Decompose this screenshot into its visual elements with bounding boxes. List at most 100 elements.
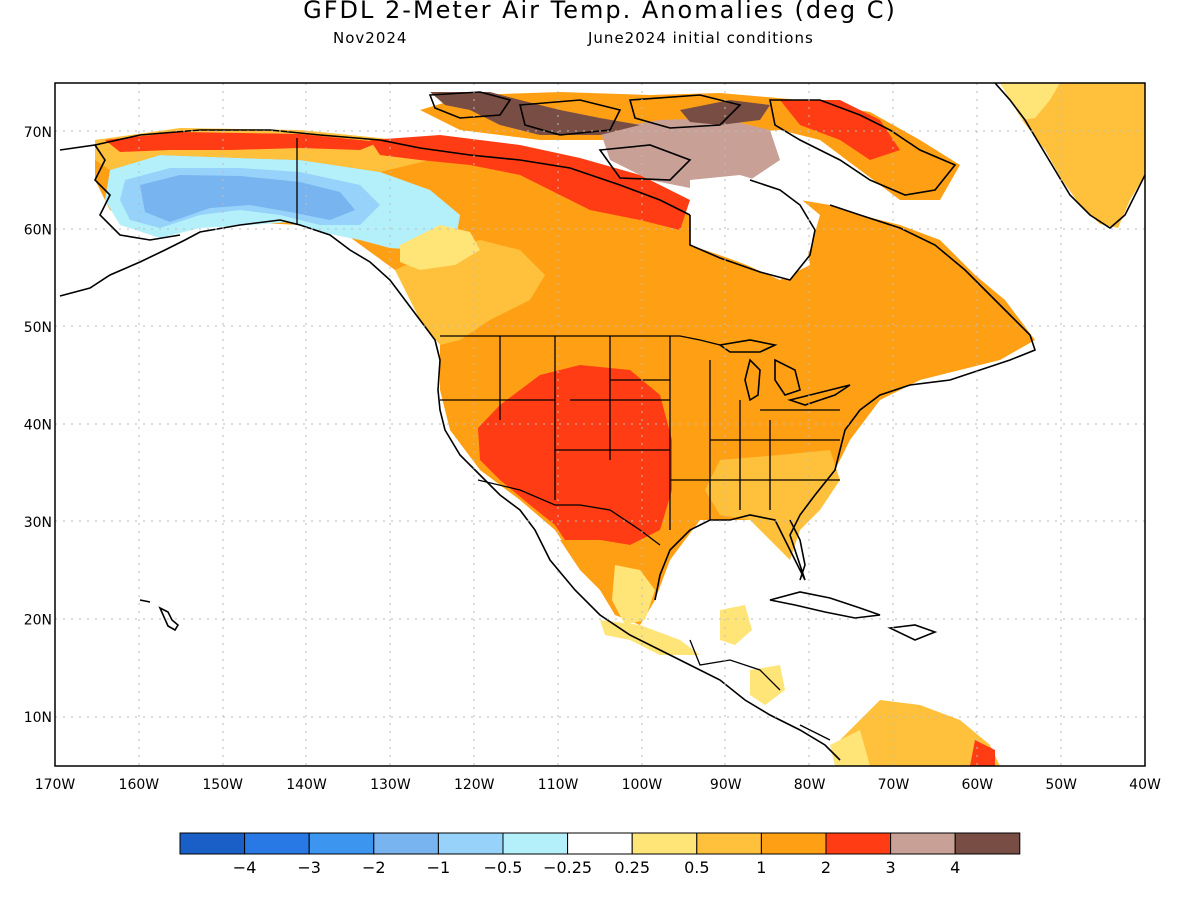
lon-label: 50W xyxy=(1045,777,1077,793)
bc-light xyxy=(400,225,480,270)
central-america-light xyxy=(750,665,785,705)
great-lake-michigan xyxy=(744,358,761,402)
colorbar-swatch xyxy=(179,832,246,855)
lon-label: 150W xyxy=(202,777,243,793)
lon-labels: 170W 160W 150W 140W 130W 120W 110W 100W 90W 80W 70… xyxy=(35,777,1161,793)
lon-label: 120W xyxy=(454,777,495,793)
colorbar-tick-label: 0.25 xyxy=(614,858,650,877)
arctic-coastline xyxy=(94,129,691,216)
lat-label: 60N xyxy=(24,222,52,238)
great-lake-erie-ontario xyxy=(787,384,851,406)
baffin-coast xyxy=(769,99,957,196)
coastlines-layer xyxy=(59,83,1145,761)
colorbar-swatch xyxy=(890,832,956,855)
great-lake-superior xyxy=(717,339,778,353)
state-lines-west xyxy=(440,336,670,500)
us-canada-border xyxy=(440,335,721,346)
map-fill-layer xyxy=(95,83,1145,766)
colorbar-tick-label: −2 xyxy=(362,858,386,877)
lat-label: 40N xyxy=(24,418,52,434)
lat-label: 10N xyxy=(24,710,52,726)
colorbar-tick-label: −4 xyxy=(233,858,257,877)
colorbar-tick-label: 3 xyxy=(886,858,896,877)
lon-label: 140W xyxy=(286,777,327,793)
alaska-west-coast xyxy=(59,144,181,241)
colorbar-swatch xyxy=(373,832,439,855)
lat-label: 20N xyxy=(24,613,52,629)
colorbar-tick-label: −0.25 xyxy=(543,858,592,877)
colorbar-tick-label: −0.5 xyxy=(484,858,523,877)
hawaii xyxy=(139,599,180,632)
lon-label: 100W xyxy=(622,777,663,793)
canada-hot-band xyxy=(370,135,690,230)
west-coastline xyxy=(59,219,841,761)
greenland-coast-light xyxy=(1000,83,1060,120)
lat-label: 30N xyxy=(24,515,52,531)
lat-labels: 70N 60N 50N 40N 30N 20N 10N xyxy=(24,125,52,726)
colorbar-swatch xyxy=(631,832,698,855)
florida xyxy=(789,519,806,581)
cuba xyxy=(769,591,881,619)
lat-label: 50N xyxy=(24,320,52,336)
greenland-coast xyxy=(994,83,1145,229)
lon-label: 80W xyxy=(794,777,826,793)
colorbar-tick-label: 1 xyxy=(756,858,766,877)
south-america-light xyxy=(830,730,870,766)
lon-label: 160W xyxy=(119,777,160,793)
mexico-states xyxy=(689,639,831,741)
lon-label: 170W xyxy=(35,777,76,793)
lon-label: 130W xyxy=(370,777,411,793)
arctic-dark-brown-2 xyxy=(680,100,770,125)
colorbar-swatch xyxy=(954,832,1021,855)
colorbar-tick-label: 2 xyxy=(821,858,831,877)
alaska-cold-core xyxy=(140,175,355,222)
lon-label: 60W xyxy=(961,777,993,793)
lon-label: 110W xyxy=(538,777,579,793)
map-frame xyxy=(54,82,1146,767)
lon-label: 90W xyxy=(710,777,742,793)
arctic-island-3 xyxy=(628,94,742,129)
colorbar-swatch xyxy=(567,832,633,855)
arctic-dark-brown xyxy=(430,92,640,135)
colorbar-swatch xyxy=(825,832,892,855)
hudson-bay-neutral xyxy=(690,175,820,280)
arctic-island-4 xyxy=(598,144,692,181)
colorbar: −4 −3 −2 −1 −0.5 −0.25 0.25 0.5 1 2 3 4 xyxy=(179,832,1021,877)
hispaniola xyxy=(887,624,938,641)
state-lines-east xyxy=(669,336,840,530)
borders-layer xyxy=(296,138,840,741)
colorbar-swatch xyxy=(696,832,762,855)
colorbar-tick-label: −3 xyxy=(297,858,321,877)
alaska-north-hot xyxy=(105,132,380,152)
southwest-hot-region xyxy=(478,365,672,555)
baffin-hot xyxy=(780,100,900,160)
colorbar-tick-label: 0.5 xyxy=(684,858,709,877)
valid-month: Nov2024 xyxy=(333,29,408,47)
southeast-moderate-region xyxy=(705,450,840,560)
init-conditions: June2024 initial conditions xyxy=(588,29,814,47)
us-mexico-border xyxy=(477,479,661,546)
colorbar-swatch xyxy=(760,832,827,855)
great-lake-huron xyxy=(774,358,801,396)
gridlines xyxy=(55,83,1145,766)
mexico-neutral-spot xyxy=(612,565,655,625)
colorbar-swatch xyxy=(308,832,375,855)
yucatan-light xyxy=(720,605,752,645)
greenland-region xyxy=(1000,83,1145,228)
lon-label: 40W xyxy=(1129,777,1161,793)
colorbar-swatch xyxy=(437,832,504,855)
south-america-hot xyxy=(970,740,995,766)
arctic-island-2 xyxy=(518,99,622,136)
colorbar-swatch xyxy=(244,832,310,855)
lon-label: 70W xyxy=(878,777,910,793)
arctic-brown-region xyxy=(600,118,780,190)
hudson-bay-coast xyxy=(689,179,816,281)
chart-title: GFDL 2-Meter Air Temp. Anomalies (deg C) xyxy=(303,0,897,24)
colorbar-tick-label: 4 xyxy=(950,858,960,877)
arctic-island-1 xyxy=(428,91,512,119)
colorbar-tick-label: −1 xyxy=(427,858,451,877)
lat-label: 70N xyxy=(24,125,52,141)
east-coastline xyxy=(654,204,1036,601)
central-mexico-light xyxy=(600,620,700,655)
